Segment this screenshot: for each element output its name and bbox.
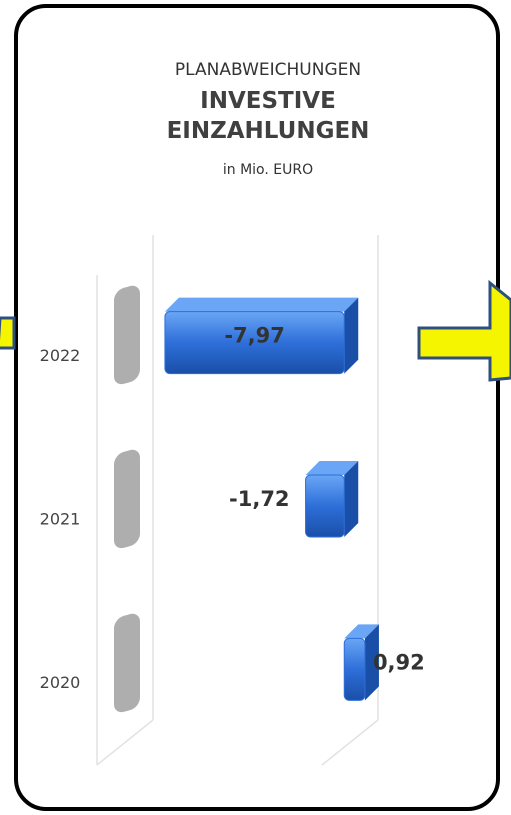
bar-top [164,297,359,312]
bar [305,474,345,538]
value-label: 0,92 [373,650,425,674]
unit-label: in Mio. EURO [223,162,313,178]
y-tick-label: 2021 [40,510,81,529]
value-label: -7,97 [224,324,285,348]
bar [164,311,345,375]
chart-subtitle: INVESTIVE EINZAHLUNGEN [166,88,370,144]
y-tick-label: 2022 [40,346,81,365]
bar-side [344,297,359,374]
bar [343,637,366,701]
chart-title: PLANABWEICHUNGEN [175,60,361,80]
right-arrow [417,279,511,382]
value-label: -1,72 [229,487,290,511]
bar-side [364,624,379,701]
y-tick-label: 2020 [40,673,81,692]
bar-top [305,461,359,475]
bar-top [344,624,379,639]
left-arrow [0,316,16,350]
wall [96,235,379,766]
shadows [114,285,140,713]
subtitle-box: INVESTIVE EINZAHLUNGEN [166,88,370,144]
bar-side [344,461,359,537]
